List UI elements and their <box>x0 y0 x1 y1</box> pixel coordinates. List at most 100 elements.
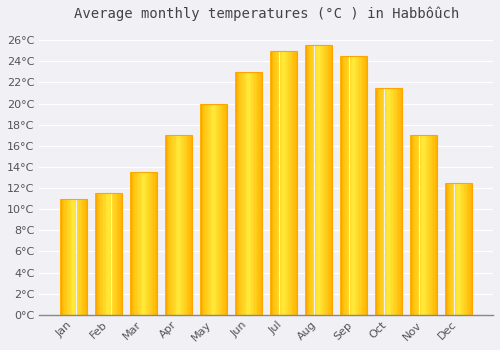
Bar <box>358 56 359 315</box>
Bar <box>432 135 434 315</box>
Bar <box>318 46 320 315</box>
Bar <box>60 198 61 315</box>
Bar <box>428 135 429 315</box>
Bar <box>70 198 71 315</box>
Bar <box>208 104 210 315</box>
Bar <box>103 193 104 315</box>
Bar <box>188 135 190 315</box>
Bar <box>450 183 452 315</box>
Bar <box>112 193 113 315</box>
Bar <box>350 56 351 315</box>
Bar <box>178 135 180 315</box>
Bar <box>286 51 288 315</box>
Bar <box>448 183 449 315</box>
Bar <box>120 193 121 315</box>
Bar <box>96 193 98 315</box>
Bar <box>258 72 260 315</box>
Bar <box>244 72 246 315</box>
Bar <box>130 172 157 315</box>
Bar <box>292 51 294 315</box>
Bar <box>388 88 390 315</box>
Bar <box>305 46 306 315</box>
Bar <box>114 193 116 315</box>
Bar <box>470 183 471 315</box>
Bar <box>274 51 276 315</box>
Bar <box>392 88 393 315</box>
Title: Average monthly temperatures (°C ) in Habbôûch: Average monthly temperatures (°C ) in Ha… <box>74 7 459 21</box>
Bar <box>453 183 454 315</box>
Bar <box>260 72 261 315</box>
Bar <box>344 56 346 315</box>
Bar <box>202 104 204 315</box>
Bar <box>257 72 258 315</box>
Bar <box>306 46 332 315</box>
Bar <box>146 172 148 315</box>
Bar <box>376 88 402 315</box>
Bar <box>449 183 450 315</box>
Bar <box>134 172 136 315</box>
Bar <box>410 135 437 315</box>
Bar <box>397 88 398 315</box>
Bar <box>277 51 278 315</box>
Bar <box>314 46 316 315</box>
Bar <box>309 46 310 315</box>
Bar <box>460 183 462 315</box>
Bar <box>243 72 244 315</box>
Bar <box>456 183 457 315</box>
Bar <box>172 135 173 315</box>
Bar <box>328 46 330 315</box>
Bar <box>282 51 284 315</box>
Bar <box>375 88 376 315</box>
Bar <box>429 135 430 315</box>
Bar <box>253 72 254 315</box>
Bar <box>117 193 118 315</box>
Bar <box>236 72 238 315</box>
Bar <box>165 135 166 315</box>
Bar <box>327 46 328 315</box>
Bar <box>121 193 122 315</box>
Bar <box>80 198 82 315</box>
Bar <box>420 135 421 315</box>
Bar <box>401 88 402 315</box>
Bar <box>156 172 158 315</box>
Bar <box>75 198 76 315</box>
Bar <box>351 56 352 315</box>
Bar <box>313 46 314 315</box>
Bar <box>312 46 313 315</box>
Bar <box>376 88 378 315</box>
Bar <box>215 104 216 315</box>
Bar <box>424 135 425 315</box>
Bar <box>379 88 380 315</box>
Bar <box>362 56 364 315</box>
Bar <box>222 104 224 315</box>
Bar <box>169 135 170 315</box>
Bar <box>288 51 289 315</box>
Bar <box>100 193 102 315</box>
Bar <box>102 193 103 315</box>
Bar <box>66 198 67 315</box>
Bar <box>182 135 183 315</box>
Bar <box>85 198 86 315</box>
Bar <box>414 135 416 315</box>
Bar <box>434 135 436 315</box>
Bar <box>174 135 176 315</box>
Bar <box>130 172 131 315</box>
Bar <box>322 46 323 315</box>
Bar <box>98 193 99 315</box>
Bar <box>166 135 168 315</box>
Bar <box>272 51 274 315</box>
Bar <box>242 72 243 315</box>
Bar <box>187 135 188 315</box>
Bar <box>110 193 112 315</box>
Bar <box>173 135 174 315</box>
Bar <box>323 46 324 315</box>
Bar <box>183 135 184 315</box>
Bar <box>148 172 149 315</box>
Bar <box>436 135 438 315</box>
Bar <box>76 198 78 315</box>
Bar <box>186 135 187 315</box>
Bar <box>235 72 236 315</box>
Bar <box>138 172 140 315</box>
Bar <box>226 104 228 315</box>
Bar <box>136 172 137 315</box>
